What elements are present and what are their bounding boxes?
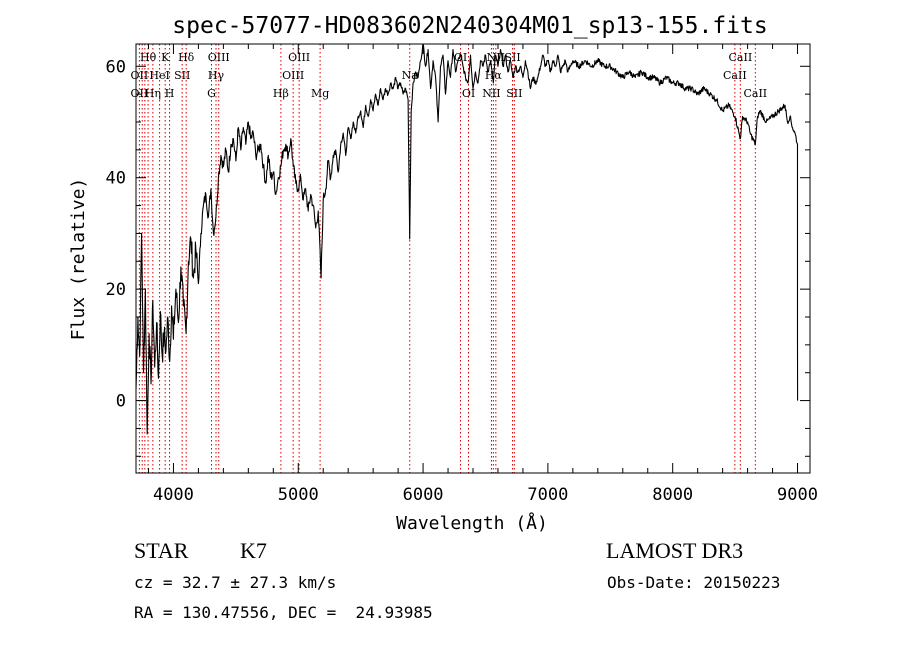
line-label: CaII [723, 69, 747, 82]
line-label: OI [454, 51, 467, 64]
chart-title: spec-57077-HD083602N240304M01_sp13-155.f… [172, 13, 767, 39]
coordinates: RA = 130.47556, DEC = 24.93985 [134, 603, 433, 622]
line-label: SII [174, 69, 190, 82]
y-axis-label: Flux (relative) [68, 178, 89, 341]
line-label: OIII [282, 69, 304, 82]
axis-ticks [136, 44, 810, 473]
line-label: CaII [729, 51, 753, 64]
line-label: HeI [149, 69, 169, 82]
line-label: OII [131, 87, 149, 100]
line-label: OII [131, 69, 149, 82]
x-tick-label: 4000 [153, 485, 194, 505]
y-tick-label: 20 [106, 280, 126, 300]
line-label: Hγ [208, 69, 225, 82]
line-label: Hη [145, 87, 161, 100]
y-tick-label: 40 [106, 169, 126, 189]
line-label: K [161, 51, 170, 64]
line-label: Hβ [273, 87, 289, 100]
subclass: K7 [240, 538, 267, 563]
line-markers [138, 44, 756, 473]
x-tick-label: 8000 [652, 485, 693, 505]
line-label: Mg [311, 87, 329, 100]
line-label: Hδ [178, 51, 195, 64]
line-label: Na [402, 69, 419, 82]
axis-tick-labels: 4000 5000 6000 7000 8000 9000 0 20 40 60 [106, 57, 818, 505]
y-tick-label: 0 [116, 392, 126, 412]
x-tick-label: 7000 [527, 485, 568, 505]
line-label: OIII [288, 51, 310, 64]
object-type: STAR [134, 538, 189, 563]
plot-frame [135, 43, 811, 474]
obs-date: Obs-Date: 20150223 [607, 573, 781, 592]
line-label: NII [482, 87, 500, 100]
x-tick-label: 5000 [278, 485, 319, 505]
spectrum-line [135, 43, 799, 435]
survey-name: LAMOST DR3 [606, 538, 744, 563]
redshift-cz: cz = 32.7 ± 27.3 km/s [134, 573, 337, 592]
x-axis-label: Wavelength (Å) [396, 512, 548, 534]
line-label: OIII [208, 51, 230, 64]
line-label: CaII [743, 87, 767, 100]
x-tick-label: 9000 [777, 485, 818, 505]
line-label: OI [462, 87, 475, 100]
line-label: G [207, 87, 216, 100]
line-label: Hθ [140, 51, 157, 64]
line-label: H [165, 87, 175, 100]
line-label: SII [504, 51, 520, 64]
x-tick-label: 6000 [403, 485, 444, 505]
line-label: SII [506, 87, 522, 100]
line-labels: OIIHθOIIHηHeIKHSIIHδGHγOIIIHβOIIIOIIIMgN… [131, 51, 768, 100]
y-tick-label: 60 [106, 57, 126, 77]
